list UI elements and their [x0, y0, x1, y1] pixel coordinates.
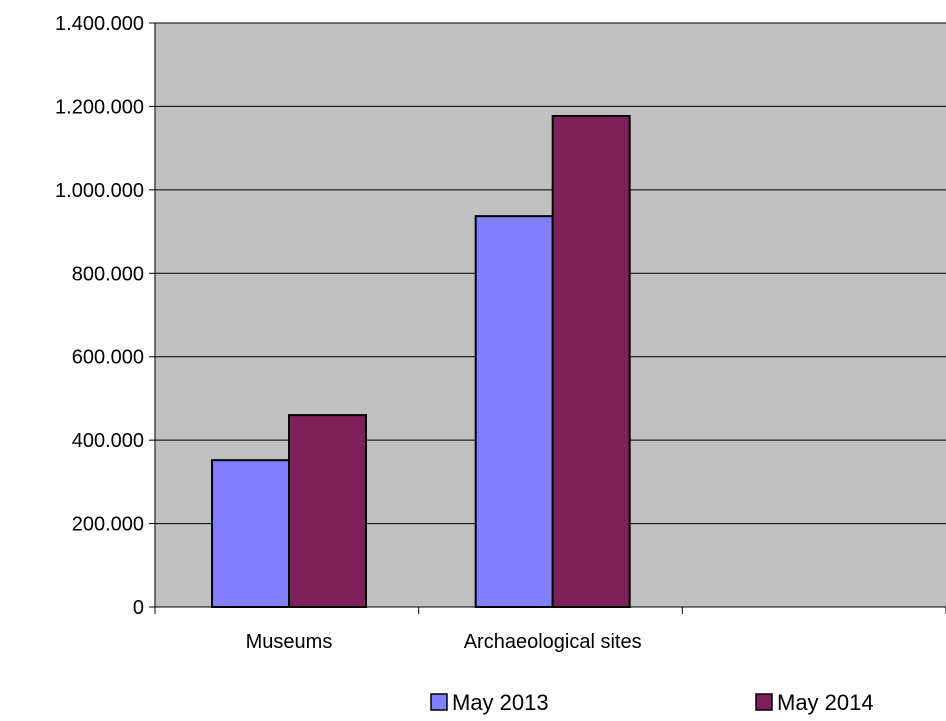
- bar-may-2014-2: [551, 115, 631, 608]
- y-tick-label: 800.000: [72, 263, 144, 285]
- bar-may-2014-1: [288, 414, 367, 608]
- x-tick-label: Archaeological sites: [464, 631, 642, 653]
- y-tick-label: 200.000: [72, 514, 144, 536]
- legend-swatch: [430, 693, 448, 711]
- bar-may-2013-1: [211, 459, 290, 608]
- y-tick-labels: 0 200.000 400.000 600.000 800.000 1.000.000 1.…: [55, 13, 144, 619]
- axes: [149, 22, 946, 614]
- bar-may-2013-2: [474, 215, 554, 608]
- y-tick-label: 400.000: [72, 430, 144, 452]
- x-tick-labels: Museums Archaeological sites: [246, 631, 642, 653]
- legend: May 2013 May 2014: [430, 690, 874, 715]
- y-tick-label: 600.000: [72, 347, 144, 369]
- legend-label: May 2013: [452, 690, 549, 715]
- y-tick-label: 1.200.000: [55, 96, 144, 118]
- y-tick-label: 0: [133, 597, 144, 619]
- y-tick-label: 1.400.000: [55, 13, 144, 35]
- x-tick-label: Museums: [246, 631, 333, 653]
- legend-swatch: [755, 693, 773, 711]
- y-tick-label: 1.000.000: [55, 180, 144, 202]
- legend-label: May 2014: [777, 690, 874, 715]
